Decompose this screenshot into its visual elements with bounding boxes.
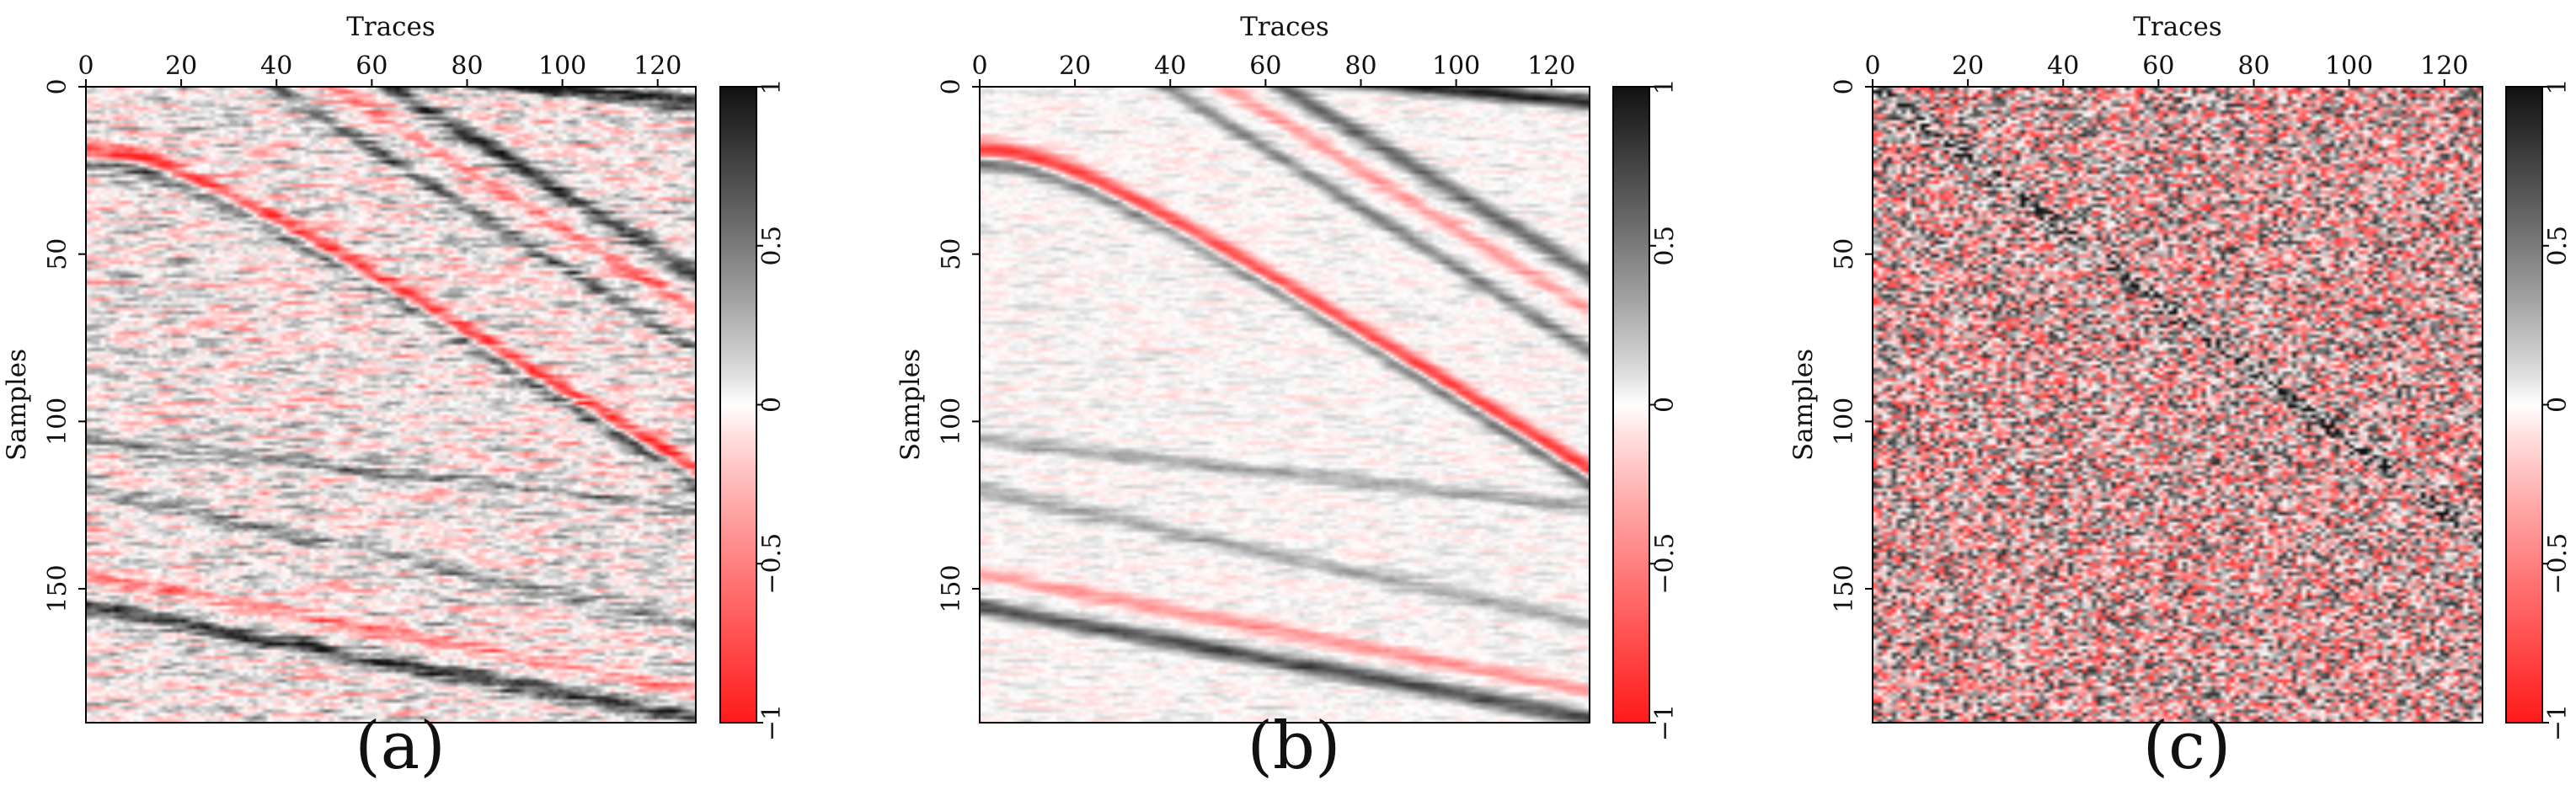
x-tick-label: 100: [2325, 51, 2373, 81]
y-axis-title: Samples: [1788, 349, 1819, 461]
colorbar-tick-label: 0: [2543, 397, 2573, 413]
colorbar-tick-label: 0: [757, 397, 787, 413]
heatmap-image: [1873, 87, 2482, 723]
y-tick-label: 0: [43, 78, 72, 94]
colorbar-tick-label: 1: [2543, 78, 2573, 94]
colorbar-tick-label: 1: [757, 78, 787, 94]
x-tick-label: 80: [2237, 51, 2269, 81]
y-tick-label: 50: [937, 238, 966, 270]
x-tick-label: 0: [77, 51, 94, 81]
x-tick-label: 120: [633, 51, 681, 81]
colorbar-tick-label: −1: [2543, 704, 2573, 741]
panel-3: 0 20 40 60 80 100 120 Traces 0 50 100 150 Samples 1 0.…: [1788, 12, 2573, 784]
x-axis-title: Traces: [1240, 12, 1329, 42]
colorbar-tick-label: 0.5: [757, 226, 787, 266]
panel-label: (b): [1248, 708, 1341, 782]
x-tick-label: 0: [971, 51, 987, 81]
y-tick-label: 100: [1830, 398, 1859, 446]
x-tick-label: 0: [1864, 51, 1880, 81]
x-tick-label: 20: [165, 51, 197, 81]
panel-1: 0 20 40 60 80 100 120 Traces 0 50 100 150 Samples 1 0.…: [2, 12, 787, 784]
x-tick-label: 100: [538, 51, 586, 81]
y-tick-label: 100: [937, 398, 966, 446]
y-tick-label: 50: [43, 238, 72, 270]
x-axis-title: Traces: [346, 12, 436, 42]
panel-2: 0 20 40 60 80 100 120 Traces 0 50 100 150 Samples 1 0.…: [895, 12, 1680, 784]
colorbar-tick-label: −0.5: [2543, 533, 2573, 595]
x-tick-label: 100: [1432, 51, 1480, 81]
colorbar-tick-label: 0.5: [2543, 226, 2573, 266]
colorbar-tick-label: −1: [757, 704, 787, 741]
x-tick-label: 40: [2047, 51, 2079, 81]
x-tick-label: 40: [260, 51, 292, 81]
colorbar: [1613, 87, 1649, 723]
x-tick-label: 80: [451, 51, 483, 81]
y-axis-title: Samples: [895, 349, 926, 461]
x-tick-label: 120: [2420, 51, 2468, 81]
x-tick-label: 120: [1527, 51, 1575, 81]
plot-frame: [85, 86, 697, 724]
colorbar: [720, 87, 756, 723]
colorbar-tick-label: 0: [1650, 397, 1680, 413]
x-tick-label: 20: [1059, 51, 1091, 81]
plot-frame: [979, 86, 1590, 724]
y-tick-label: 100: [43, 398, 72, 446]
x-axis-title: Traces: [2133, 12, 2222, 42]
colorbar-tick-label: −0.5: [757, 533, 787, 595]
x-tick-label: 60: [2142, 51, 2174, 81]
colorbar-tick-label: 1: [1650, 78, 1680, 94]
plot-frame: [1872, 86, 2483, 724]
x-tick-label: 60: [1249, 51, 1281, 81]
y-tick-label: 150: [43, 564, 72, 612]
colorbar-tick-label: 0.5: [1650, 226, 1680, 266]
y-tick-label: 150: [937, 564, 966, 612]
x-tick-label: 80: [1344, 51, 1376, 81]
x-tick-label: 60: [355, 51, 387, 81]
heatmap-image: [980, 87, 1590, 723]
y-axis-title: Samples: [2, 349, 32, 461]
y-tick-label: 150: [1830, 564, 1859, 612]
y-tick-label: 0: [937, 78, 966, 94]
panel-label: (a): [355, 708, 445, 782]
colorbar-tick-label: −1: [1650, 704, 1680, 741]
colorbar: [2506, 87, 2542, 723]
x-tick-label: 20: [1952, 51, 1984, 81]
x-tick-label: 40: [1154, 51, 1186, 81]
y-tick-label: 50: [1830, 238, 1859, 270]
heatmap-image: [86, 87, 696, 723]
colorbar-tick-label: −0.5: [1650, 533, 1680, 595]
y-tick-label: 0: [1830, 78, 1859, 94]
panel-label: (c): [2143, 708, 2231, 782]
